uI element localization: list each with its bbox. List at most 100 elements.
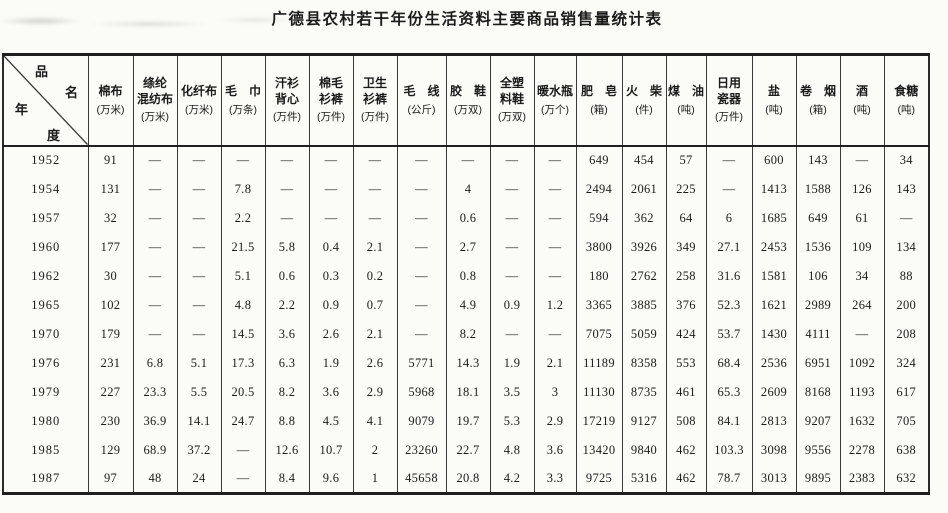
value-cell-thermos-flask: 3.3 <box>533 464 576 494</box>
corner-label-product-char2: 名 <box>65 85 79 100</box>
value-cell-sugar: 134 <box>883 232 929 262</box>
value-cell-liquor: — <box>839 319 884 349</box>
column-header-sugar: 食糖 (吨) <box>883 54 929 147</box>
value-cell-sugar: 638 <box>883 435 929 465</box>
statistics-table: 品 名 年 度 棉布 (万米) 绦纶 混纺布 (万米) 化纤布 (万米) 毛 巾 (万条) 汗衫背… <box>2 53 930 495</box>
value-cell-towel: 21.5 <box>220 232 265 262</box>
value-cell-undershirt-vest: 5.8 <box>264 232 309 262</box>
value-cell-sugar: 324 <box>883 348 929 378</box>
value-cell-all-plastic-shoes: — <box>489 145 534 175</box>
value-cell-sanitary-knit-suit: 2.9 <box>352 377 397 407</box>
value-cell-undershirt-vest: 8.4 <box>264 464 309 494</box>
value-cell-undershirt-vest: 0.6 <box>264 261 309 291</box>
value-cell-rubber-shoes: 0.6 <box>445 203 490 233</box>
value-cell-rubber-shoes: 8.2 <box>445 319 490 349</box>
value-cell-salt: 1430 <box>751 319 796 349</box>
value-cell-cotton-knit-suit: — <box>308 174 353 204</box>
column-title-line: 暖水瓶 <box>536 83 573 98</box>
column-unit: (万米) <box>185 103 213 116</box>
value-cell-sanitary-knit-suit: — <box>352 145 397 175</box>
value-cell-knitting-wool: — <box>396 290 446 320</box>
column-unit: (万件) <box>273 111 301 124</box>
value-cell-chemical-fiber-cloth: — <box>176 174 221 204</box>
value-cell-soap: 2494 <box>575 174 622 204</box>
value-cell-towel: 20.5 <box>220 377 265 407</box>
value-cell-all-plastic-shoes: — <box>489 174 534 204</box>
column-header-polyester-blend-cloth: 绦纶 混纺布 (万米) <box>132 54 177 147</box>
value-cell-all-plastic-shoes: 3.5 <box>489 377 534 407</box>
column-unit: (万米) <box>141 111 169 124</box>
value-cell-knitting-wool: 9079 <box>396 406 446 436</box>
year-cell: 1952 <box>2 145 88 175</box>
diagonal-line <box>4 56 88 145</box>
corner-label-year-char1: 年 <box>15 102 29 117</box>
value-cell-towel: 17.3 <box>220 348 265 378</box>
value-cell-sanitary-knit-suit: 0.2 <box>352 261 397 291</box>
value-cell-sanitary-knit-suit: — <box>352 203 397 233</box>
value-cell-daily-porcelain: 6 <box>705 203 752 233</box>
value-cell-all-plastic-shoes: 4.2 <box>489 464 534 494</box>
value-cell-thermos-flask: — <box>533 174 576 204</box>
value-cell-polyester-blend-cloth: 6.8 <box>132 348 177 378</box>
column-title-line: 卷 烟 <box>799 83 836 98</box>
value-cell-cotton-knit-suit: 0.4 <box>308 232 353 262</box>
column-unit: (公斤) <box>407 103 436 116</box>
column-title: 食糖 <box>885 84 929 100</box>
table-row-1962: 1962 30— —5.1 0.6 0.3 0.2—0.8— —180 2762 258 31.6… <box>2 261 929 291</box>
value-cell-salt: 1685 <box>751 203 796 233</box>
column-unit: (箱) <box>809 103 827 116</box>
column-title-line: 食糖 <box>894 83 919 98</box>
year-cell: 1965 <box>2 290 88 320</box>
value-cell-cigarettes: 1588 <box>795 174 840 204</box>
column-title: 火 柴 <box>623 84 666 100</box>
value-cell-undershirt-vest: 3.6 <box>264 319 309 349</box>
value-cell-knitting-wool: — <box>396 174 446 204</box>
value-cell-cigarettes: 6951 <box>795 348 840 378</box>
table-row-1980: 1980 230 36.9 14.1 24.7 8.8 4.5 4.1 9079 19.7 5.3 2… <box>2 406 929 436</box>
value-cell-polyester-blend-cloth: — <box>132 145 177 175</box>
value-cell-cotton-knit-suit: 4.5 <box>308 406 353 436</box>
value-cell-daily-porcelain: 103.3 <box>705 435 752 465</box>
column-header-cigarettes: 卷 烟 (箱) <box>795 54 840 147</box>
value-cell-daily-porcelain: 68.4 <box>705 348 752 378</box>
value-cell-polyester-blend-cloth: 23.3 <box>132 377 177 407</box>
column-unit: (万条) <box>229 103 257 116</box>
column-title-line: 日用 <box>716 76 741 91</box>
value-cell-polyester-blend-cloth: — <box>132 319 177 349</box>
column-header-towel: 毛 巾 (万条) <box>220 54 265 147</box>
column-title: 卷 烟 <box>797 84 840 100</box>
year-cell: 1962 <box>2 261 88 291</box>
value-cell-cotton-cloth: 230 <box>87 406 133 436</box>
value-cell-chemical-fiber-cloth: 14.1 <box>176 406 221 436</box>
value-cell-cotton-cloth: 30 <box>87 261 133 291</box>
year-cell: 1976 <box>2 348 88 378</box>
value-cell-sanitary-knit-suit: 1 <box>352 464 397 494</box>
value-cell-matches: 9127 <box>621 406 666 436</box>
value-cell-kerosene: 462 <box>665 464 706 494</box>
value-cell-daily-porcelain: 65.3 <box>705 377 752 407</box>
value-cell-sanitary-knit-suit: — <box>352 174 397 204</box>
value-cell-chemical-fiber-cloth: — <box>176 203 221 233</box>
value-cell-towel: 4.8 <box>220 290 265 320</box>
value-cell-cotton-knit-suit: 1.9 <box>308 348 353 378</box>
column-title-line: 衫裤 <box>318 91 343 106</box>
value-cell-knitting-wool: — <box>396 232 446 262</box>
value-cell-liquor: 1193 <box>839 377 884 407</box>
value-cell-sugar: 632 <box>883 464 929 494</box>
column-unit: (箱) <box>590 103 608 116</box>
value-cell-cotton-cloth: 91 <box>87 145 133 175</box>
value-cell-thermos-flask: — <box>533 319 576 349</box>
value-cell-undershirt-vest: — <box>264 203 309 233</box>
value-cell-undershirt-vest: 8.8 <box>264 406 309 436</box>
value-cell-cigarettes: 2989 <box>795 290 840 320</box>
column-unit: (万件) <box>317 111 345 124</box>
value-cell-thermos-flask: — <box>533 261 576 291</box>
value-cell-rubber-shoes: — <box>445 145 490 175</box>
column-title-line: 胶 鞋 <box>449 83 486 98</box>
column-unit: (万件) <box>715 111 743 124</box>
value-cell-polyester-blend-cloth: — <box>132 232 177 262</box>
column-header-thermos-flask: 暖水瓶 (万个) <box>533 54 576 147</box>
value-cell-liquor: 2278 <box>839 435 884 465</box>
value-cell-undershirt-vest: — <box>264 145 309 175</box>
year-cell: 1954 <box>2 174 88 204</box>
